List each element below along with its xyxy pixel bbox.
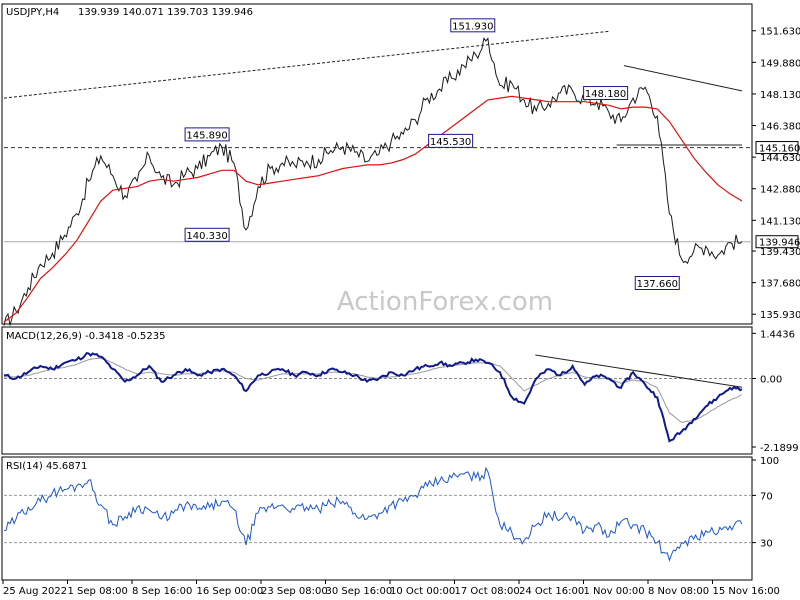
rsi-axis-tick-label: 30 <box>760 539 773 550</box>
macd-pane-frame <box>1 326 753 455</box>
time-axis-tick-label: 8 Sep 16:00 <box>132 586 192 597</box>
price-pane-title: USDJPY,H4 <box>6 7 59 18</box>
macd-pane-title: MACD(12,26,9) -0.3418 -0.5235 <box>6 331 166 342</box>
label-layer: 151.930 145.890 140.330 145.530 148.180 137.6… <box>184 18 680 290</box>
price-annotation-box <box>428 133 474 148</box>
price-axis-tick-label: 149.880 <box>760 58 800 69</box>
time-axis-tick-label: 16 Sep 00:00 <box>197 586 264 597</box>
price-annotation-box <box>184 127 230 142</box>
time-axis-tick-label: 24 Oct 16:00 <box>519 586 584 597</box>
price-axis-tick-label: 141.130 <box>760 216 800 227</box>
rsi-axis-tick-label: 100 <box>760 456 779 467</box>
rsi-axis-tick-label: 70 <box>760 491 773 502</box>
macd-axis-tick-label: 1.4436 <box>760 329 795 340</box>
time-axis-tick-label: 15 Nov 16:00 <box>713 586 780 597</box>
rsi-pane-title: RSI(14) 45.6871 <box>6 461 87 472</box>
time-axis-tick-label: 8 Nov 08:00 <box>648 586 709 597</box>
macd-line <box>3 351 743 443</box>
watermark-text: ActionForex.com <box>337 287 553 317</box>
price-axis-tick-label: 151.630 <box>760 27 800 38</box>
price-annotation-box <box>583 86 629 101</box>
price-axis-tick-label: 148.130 <box>760 90 800 101</box>
price-series-line <box>3 37 743 326</box>
trendline-1 <box>623 65 743 92</box>
price-annotation-box <box>184 227 230 242</box>
price-axis-highlight-box <box>755 235 799 249</box>
price-annotation-label: 148.180 <box>585 89 626 100</box>
trendline-0 <box>3 30 610 99</box>
macd-axis-tick-label: -2.1899 <box>760 443 799 454</box>
time-axis-tick-label: 30 Sep 16:00 <box>326 586 393 597</box>
rsi-line <box>3 466 743 562</box>
price-axis-tick-label: 144.630 <box>760 153 800 164</box>
grid-layer <box>4 147 752 544</box>
price-axis-tick-label: 139.430 <box>760 247 800 258</box>
price-annotation-box <box>634 275 680 290</box>
macd-trendline <box>535 354 743 388</box>
moving-average-line <box>3 95 743 323</box>
time-axis-tick-label: 10 Oct 00:00 <box>390 586 455 597</box>
time-axis-tick-label: 17 Oct 08:00 <box>455 586 520 597</box>
price-axis-highlight-label: 139.946 <box>759 238 800 249</box>
price-annotation-label: 137.660 <box>637 279 678 290</box>
price-axis-highlight-box <box>755 141 799 155</box>
price-annotation-label: 151.930 <box>452 21 493 32</box>
ohlc-readout: 139.939 140.071 139.703 139.946 <box>78 7 253 18</box>
time-axis-tick-label: 1 Sep 08:00 <box>68 586 128 597</box>
price-axis-tick-label: 146.380 <box>760 122 800 133</box>
series-layer <box>3 30 743 562</box>
time-axis-tick-label: 25 Aug 2022 <box>3 586 67 597</box>
rsi-pane-frame <box>1 456 753 581</box>
price-axis-highlight-label: 145.160 <box>759 144 800 155</box>
price-axis-tick-label: 137.680 <box>760 279 800 290</box>
time-axis-tick-label: 1 Nov 00:00 <box>584 586 645 597</box>
price-axis-tick-label: 142.880 <box>760 185 800 196</box>
price-annotation-label: 145.890 <box>186 130 227 141</box>
price-annotation-label: 145.530 <box>430 137 471 148</box>
price-axis-tick-label: 135.930 <box>760 310 800 321</box>
price-pane-frame <box>1 3 753 325</box>
time-axis-tick-label: 23 Sep 08:00 <box>261 586 328 597</box>
price-annotation-label: 140.330 <box>186 231 227 242</box>
axis-layer: 151.630 149.880 148.130 146.380 144.630 142.8… <box>2 27 800 597</box>
macd-axis-tick-label: 0.00 <box>760 374 782 385</box>
macd-signal-line <box>3 357 743 423</box>
price-annotation-box <box>450 18 496 33</box>
